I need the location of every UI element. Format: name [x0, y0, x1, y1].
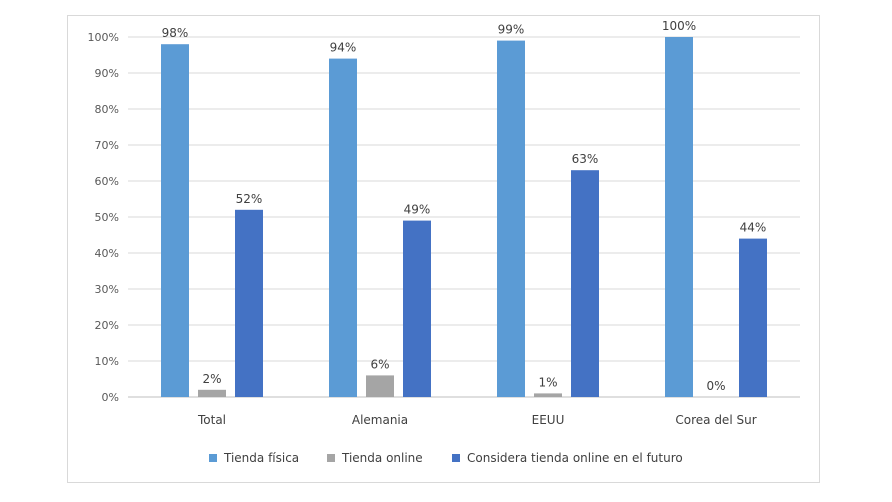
legend-label: Tienda online: [341, 451, 423, 465]
bar: [366, 375, 394, 397]
legend-swatch: [327, 454, 335, 462]
data-label: 63%: [572, 152, 599, 166]
y-tick-label: 20%: [95, 319, 119, 332]
bars: [161, 37, 767, 397]
bar: [235, 209, 263, 397]
bar: [665, 37, 693, 397]
y-axis-ticks: 0% 10% 20% 30% 40% 50% 60% 70% 80% 90% 100%: [88, 31, 119, 404]
data-label: 2%: [202, 372, 221, 386]
y-tick-label: 40%: [95, 247, 119, 260]
legend-item: Tienda online: [327, 451, 423, 465]
legend-item: Tienda física: [209, 451, 299, 465]
y-tick-label: 80%: [95, 103, 119, 116]
y-tick-label: 70%: [95, 139, 119, 152]
bar: [497, 40, 525, 397]
y-tick-label: 100%: [88, 31, 119, 44]
bar: [403, 220, 431, 397]
y-tick-label: 60%: [95, 175, 119, 188]
chart-frame: [67, 15, 820, 483]
bar: [161, 44, 189, 397]
data-label: 100%: [662, 19, 696, 33]
data-label: 98%: [162, 26, 189, 40]
bar: [534, 393, 562, 397]
legend: Tienda física Tienda online Considera tien…: [209, 451, 683, 465]
data-label: 44%: [740, 221, 767, 235]
gridlines: [128, 36, 800, 398]
legend-item: Considera tienda online en el futuro: [452, 451, 683, 465]
data-label: 6%: [370, 357, 389, 371]
y-tick-label: 30%: [95, 283, 119, 296]
legend-swatch: [209, 454, 217, 462]
data-label: 1%: [538, 375, 557, 389]
data-label: 49%: [404, 203, 431, 217]
bar: [329, 58, 357, 397]
data-label: 94%: [330, 41, 357, 55]
x-tick-label: EEUU: [532, 413, 565, 427]
bar: [198, 389, 226, 397]
legend-label: Considera tienda online en el futuro: [467, 451, 683, 465]
bar: [739, 238, 767, 397]
legend-swatch: [452, 454, 460, 462]
data-label: 0%: [706, 379, 725, 393]
y-tick-label: 50%: [95, 211, 119, 224]
x-tick-label: Total: [197, 413, 226, 427]
data-labels: 98% 2% 52% 94% 6% 49% 99% 1% 63% 100% 0% 44%: [162, 19, 767, 393]
y-tick-label: 90%: [95, 67, 119, 80]
data-label: 99%: [498, 23, 525, 37]
data-label: 52%: [236, 192, 263, 206]
x-tick-label: Corea del Sur: [675, 413, 756, 427]
x-axis-ticks: Total Alemania EEUU Corea del Sur: [197, 413, 757, 427]
legend-label: Tienda física: [223, 451, 299, 465]
bar: [571, 170, 599, 397]
y-tick-label: 0%: [102, 391, 119, 404]
x-tick-label: Alemania: [352, 413, 408, 427]
y-tick-label: 10%: [95, 355, 119, 368]
